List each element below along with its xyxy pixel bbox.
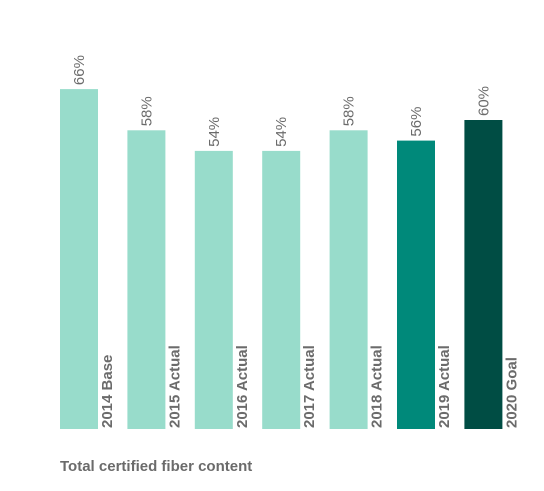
category-label-1: 2014 Base <box>99 355 116 428</box>
value-label-5: 58% <box>341 96 358 126</box>
category-label-7: 2020 Goal <box>503 357 520 428</box>
value-label-4: 54% <box>273 117 290 147</box>
value-label-7: 60% <box>475 86 492 116</box>
chart-caption: Total certified fiber content <box>60 458 253 475</box>
bar-5 <box>329 130 368 430</box>
bar-6 <box>397 140 435 429</box>
category-label-2: 2015 Actual <box>166 345 183 428</box>
category-label-4: 2017 Actual <box>301 345 318 428</box>
value-label-2: 58% <box>138 96 155 126</box>
value-label-3: 54% <box>206 117 223 147</box>
bar-2 <box>127 130 166 430</box>
value-label-1: 66% <box>71 55 88 85</box>
value-label-6: 56% <box>408 107 425 137</box>
category-label-6: 2019 Actual <box>436 345 453 428</box>
bar-4 <box>262 150 301 429</box>
category-label-3: 2016 Actual <box>234 345 251 428</box>
bar-3 <box>194 150 233 429</box>
bar-7 <box>464 120 503 429</box>
category-label-5: 2018 Actual <box>369 345 386 428</box>
bar-1 <box>60 89 98 429</box>
